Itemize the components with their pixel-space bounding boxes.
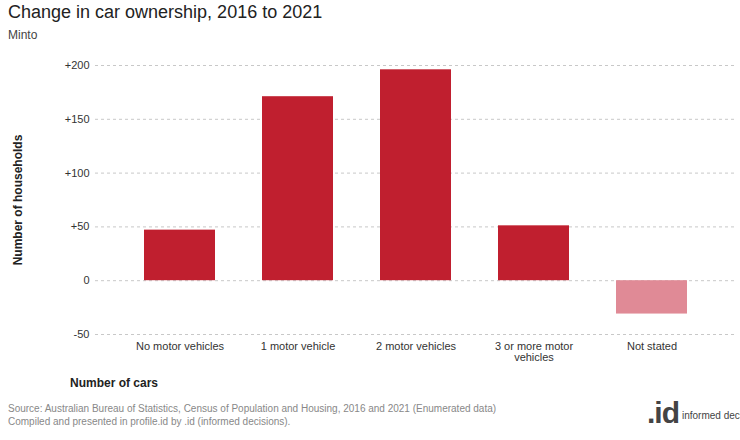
html-text:Number of households: Number of households (11, 134, 25, 266)
svg-text:+200: +200 (65, 59, 90, 71)
svg-text:+50: +50 (71, 220, 90, 232)
html-text:Source: Australian Bureau of S: Source: Australian Bureau of Statistics,… (8, 403, 497, 414)
svg-text:Not stated: Not stated (627, 340, 677, 352)
html-text:Number of cars: Number of cars (70, 376, 158, 390)
svg-text:2 motor vehicles: 2 motor vehicles (376, 340, 457, 352)
svg-text:No motor vehicles: No motor vehicles (136, 340, 225, 352)
svg-text:+100: +100 (65, 167, 90, 179)
html-text:Change in car ownership, 2016: Change in car ownership, 2016 to 2021 (8, 2, 323, 22)
svg-text:+150: +150 (65, 113, 90, 125)
svg-text:1 motor vehicle: 1 motor vehicle (261, 340, 336, 352)
html-text:Compiled and presented in prof: Compiled and presented in profile.id by … (8, 416, 291, 427)
svg-text:-50: -50 (74, 328, 90, 340)
html-text:Minto: Minto (8, 28, 38, 42)
svg-text:3 or more motorvehicles: 3 or more motorvehicles (495, 340, 574, 363)
html-text:.id: .id (647, 396, 679, 429)
svg-text:0: 0 (83, 274, 89, 286)
